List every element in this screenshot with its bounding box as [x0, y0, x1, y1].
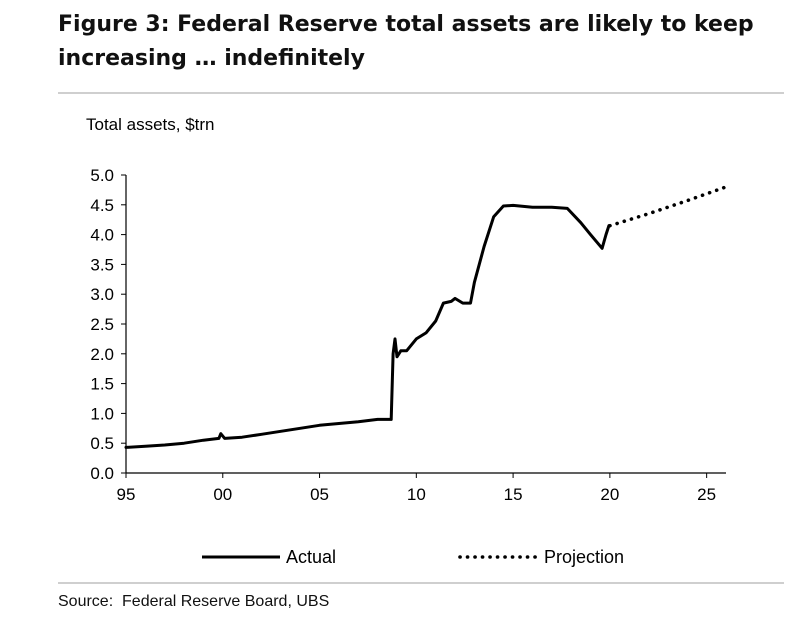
chart: Total assets, $trn 0.0 0.5 1.0 1.5 2.0 2.5 3.0…: [86, 115, 728, 567]
y-tick-label: 1.5: [90, 375, 114, 394]
y-tick-label: 4.5: [90, 196, 114, 215]
legend-label-actual: Actual: [286, 547, 336, 567]
y-axis-label: Total assets, $trn: [86, 115, 215, 134]
y-tick-label: 4.0: [90, 226, 114, 245]
y-tick-label: 0.5: [90, 434, 114, 453]
y-tick-label: 0.0: [90, 464, 114, 483]
y-tick-label: 3.0: [90, 285, 114, 304]
x-tick-label: 25: [697, 485, 716, 504]
y-tick-label: 1.0: [90, 404, 114, 423]
y-tick-label: 5.0: [90, 166, 114, 185]
x-tick-label: 10: [407, 485, 426, 504]
top-divider: [58, 92, 784, 94]
x-tick-label: 00: [213, 485, 232, 504]
x-tick-label: 15: [504, 485, 523, 504]
y-tick-label: 2.5: [90, 315, 114, 334]
figure-title: Figure 3: Federal Reserve total assets a…: [58, 12, 754, 71]
x-tick-label: 20: [600, 485, 619, 504]
x-tick-label: 95: [117, 485, 136, 504]
y-tick-label: 3.5: [90, 255, 114, 274]
series-line-actual: [124, 203, 611, 449]
legend-label-projection: Projection: [544, 547, 624, 567]
x-tick-label: 05: [310, 485, 329, 504]
y-tick-label: 2.0: [90, 345, 114, 364]
source-note: Source: Federal Reserve Board, UBS: [58, 593, 330, 610]
bottom-divider: [58, 582, 784, 584]
series-line-projection: [608, 185, 728, 228]
